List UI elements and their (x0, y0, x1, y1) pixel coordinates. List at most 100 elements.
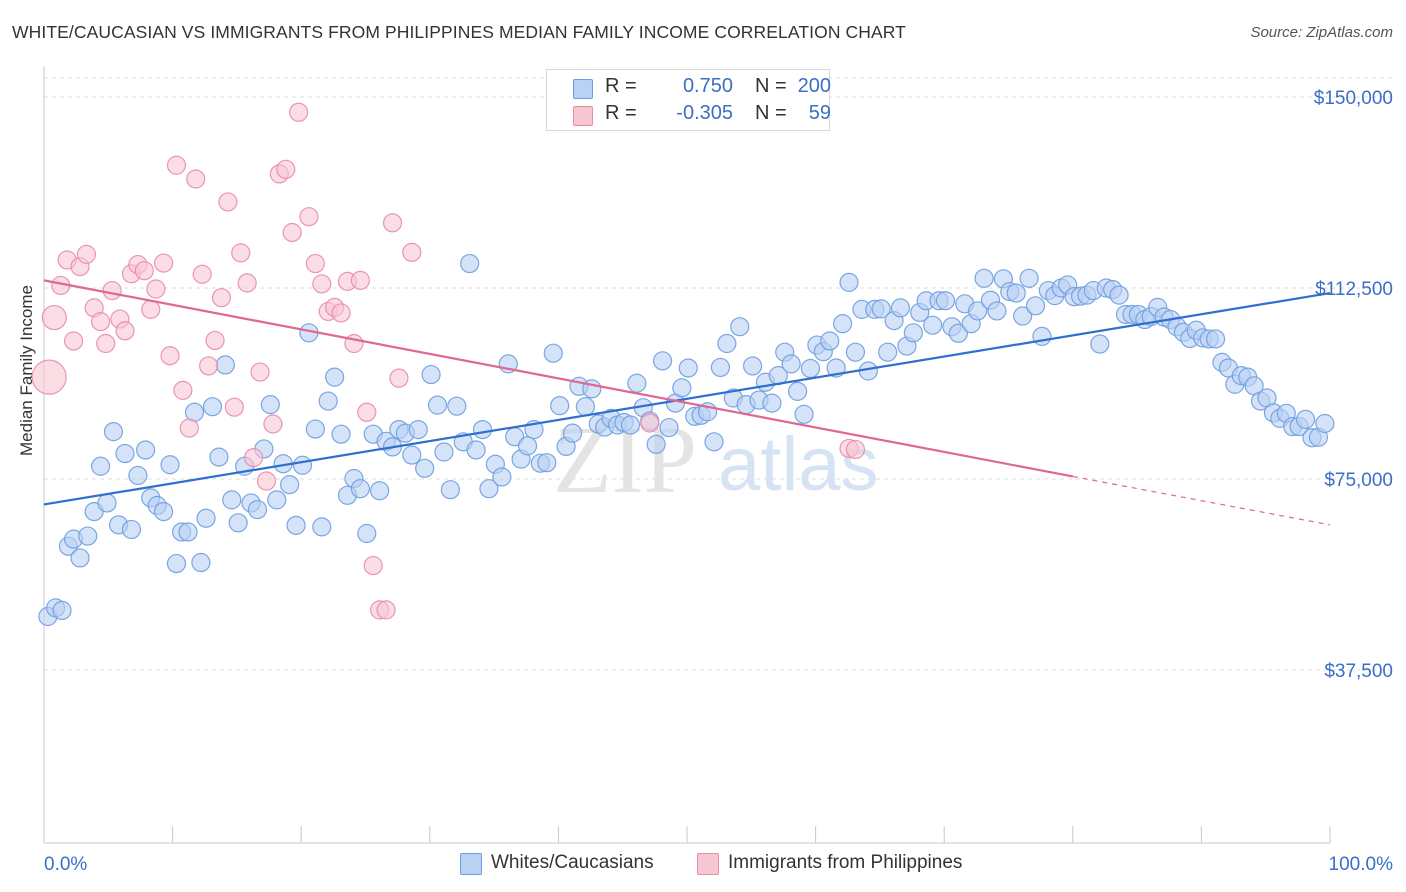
trend-lines (43, 279, 1331, 526)
trend-line-philippines (43, 279, 1074, 478)
point-whites (460, 253, 480, 274)
point-whites (78, 526, 98, 546)
point-whites (800, 358, 821, 379)
point-whites (730, 317, 750, 337)
point-philippines (141, 299, 161, 319)
x-tick-label: 100.0% (1329, 854, 1394, 875)
point-whites (845, 342, 866, 362)
point-whites (575, 397, 596, 417)
y-tick-label: $37,500 (1324, 661, 1393, 682)
point-whites (191, 552, 211, 573)
point-philippines (153, 253, 174, 273)
point-whites (103, 422, 124, 442)
point-whites (717, 333, 737, 354)
point-whites (646, 434, 666, 454)
point-philippines (231, 243, 251, 263)
point-whites (517, 436, 538, 456)
point-philippines (90, 312, 111, 332)
point-philippines (237, 273, 257, 293)
point-whites (787, 381, 808, 401)
point-whites (839, 272, 859, 292)
point-whites (178, 522, 198, 542)
x-tick-label: 0.0% (44, 854, 87, 875)
point-whites (153, 501, 174, 522)
legend-r-label: R = (605, 75, 637, 97)
legend-row-philippines: R = -0.305 N = 59 (573, 102, 831, 263)
point-whites (1109, 285, 1129, 305)
point-whites (820, 331, 840, 351)
point-philippines (640, 413, 660, 433)
point-whites (97, 493, 117, 513)
point-philippines (96, 333, 116, 354)
point-philippines (211, 288, 232, 308)
source-credit: Source: ZipAtlas.com (1250, 24, 1393, 41)
point-whites (903, 323, 923, 343)
point-philippines (376, 600, 396, 620)
point-whites (871, 299, 891, 319)
point-whites (543, 343, 563, 363)
point-whites (292, 455, 313, 475)
point-philippines (134, 261, 154, 281)
correlation-legend: R = 0.750 N = 200 R = -0.305 N = 59 (546, 69, 831, 131)
point-philippines (289, 102, 309, 122)
point-whites (318, 391, 338, 411)
point-whites (52, 600, 72, 621)
point-whites (447, 396, 467, 416)
point-philippines (299, 207, 319, 227)
point-philippines (179, 418, 199, 438)
legend-r-label: R = (605, 102, 637, 124)
pink-swatch-icon (573, 106, 593, 126)
point-philippines (250, 362, 270, 382)
point-whites (1013, 306, 1033, 326)
legend-r-value: 0.750 (682, 75, 733, 97)
point-whites (90, 456, 111, 476)
point-whites (627, 373, 647, 393)
point-whites (550, 396, 570, 416)
point-philippines (282, 222, 302, 243)
point-whites (312, 517, 332, 537)
point-whites (704, 432, 724, 452)
point-philippines (845, 439, 866, 460)
trend-line-philippines-extension (1072, 475, 1331, 526)
y-tick-labels: $37,500 $75,000 $112,500 $150,000 (1314, 88, 1393, 682)
point-whites (1205, 329, 1226, 349)
point-whites (440, 480, 460, 500)
point-philippines (41, 304, 67, 331)
point-whites (1025, 296, 1046, 316)
point-philippines (160, 346, 180, 366)
blue-swatch-icon (573, 79, 593, 99)
point-whites (620, 415, 641, 435)
point-whites (427, 395, 448, 415)
point-philippines (192, 264, 212, 284)
legend-n-value: 59 (808, 102, 831, 124)
point-whites (408, 419, 428, 440)
y-tick-label: $75,000 (1324, 470, 1393, 491)
point-whites (228, 513, 248, 533)
point-whites (1315, 413, 1335, 434)
point-whites (280, 475, 300, 495)
point-whites (833, 314, 853, 334)
point-philippines (218, 192, 238, 212)
point-whites (537, 453, 557, 473)
legend-n-label: N = (755, 102, 787, 124)
point-whites (357, 523, 377, 544)
point-whites (974, 268, 994, 288)
point-whites (286, 515, 306, 535)
point-whites (1295, 409, 1316, 430)
point-whites (890, 298, 911, 318)
point-whites (652, 351, 673, 371)
point-whites (260, 395, 280, 415)
point-whites (781, 354, 801, 374)
point-whites (659, 417, 679, 438)
point-philippines (382, 213, 403, 233)
legend-n-value: 200 (797, 75, 831, 97)
point-whites (935, 291, 956, 311)
point-whites (267, 490, 287, 510)
axes (43, 66, 1331, 844)
point-philippines (263, 414, 283, 434)
point-philippines (312, 274, 332, 294)
y-tick-label: $150,000 (1314, 88, 1393, 109)
watermark-atlas: atlas (718, 422, 879, 507)
point-whites (562, 423, 583, 443)
point-whites (247, 499, 268, 520)
